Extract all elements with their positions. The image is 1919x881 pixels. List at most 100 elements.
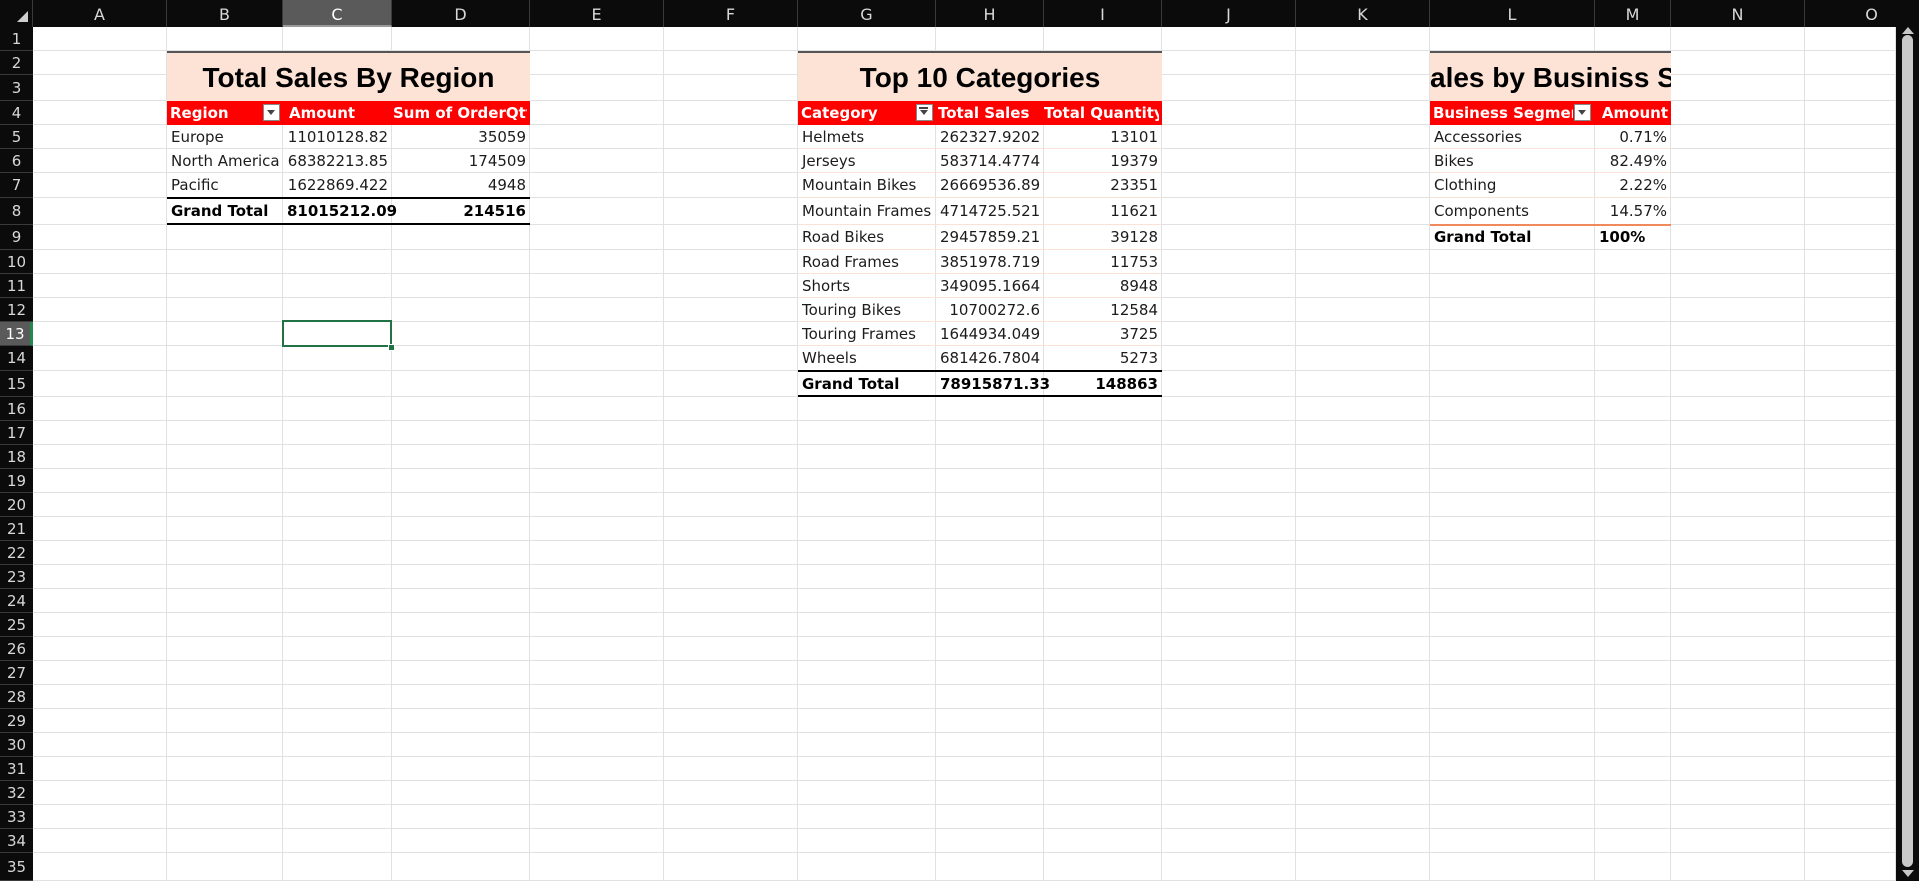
- grid-row-line: [33, 564, 1896, 565]
- column-header-d[interactable]: D: [392, 0, 530, 27]
- row-header-8[interactable]: 8: [0, 198, 33, 225]
- filter-dropdown-icon[interactable]: [263, 104, 280, 121]
- segment-header-label: Business Segment: [1433, 104, 1573, 122]
- row-header-2[interactable]: 2: [0, 51, 33, 75]
- row-header-30[interactable]: 30: [0, 733, 33, 757]
- table-cell-qty: 3725: [1119, 325, 1158, 343]
- table-cell-amount: 1622869.422: [287, 176, 388, 194]
- fill-handle[interactable]: [388, 344, 395, 351]
- table-row-label: Shorts: [802, 277, 851, 295]
- grid-row-line: [33, 444, 1896, 445]
- select-all-corner[interactable]: [0, 0, 33, 27]
- row-header-13[interactable]: 13: [0, 322, 33, 346]
- column-header-c[interactable]: C: [283, 0, 392, 27]
- row-header-34[interactable]: 34: [0, 829, 33, 853]
- column-header-i[interactable]: I: [1044, 0, 1162, 27]
- table-row-label: Bikes: [1434, 152, 1474, 170]
- segment-pivot-header: Business Segment Amount: [1430, 101, 1671, 125]
- row-header-18[interactable]: 18: [0, 445, 33, 469]
- row-header-7[interactable]: 7: [0, 173, 33, 198]
- vertical-scrollbar[interactable]: [1896, 27, 1919, 881]
- scroll-up-arrow-icon[interactable]: [1902, 27, 1914, 34]
- row-header-27[interactable]: 27: [0, 661, 33, 685]
- row-header-28[interactable]: 28: [0, 685, 33, 709]
- table-cell-sales: 29457859.21: [940, 228, 1041, 246]
- table-row-label: Touring Bikes: [802, 301, 902, 319]
- row-header-29[interactable]: 29: [0, 709, 33, 733]
- table-cell-amount: 82.49%: [1609, 152, 1667, 170]
- table-cell-qty: 35059: [478, 128, 526, 146]
- row-header-3[interactable]: 3: [0, 75, 33, 101]
- grid-column-line: [935, 27, 936, 881]
- row-header-25[interactable]: 25: [0, 613, 33, 637]
- total-bottom-border: [798, 395, 1162, 397]
- row-header-5[interactable]: 5: [0, 125, 33, 149]
- row-header-22[interactable]: 22: [0, 541, 33, 565]
- grid-column-line: [1295, 27, 1296, 881]
- column-header-f[interactable]: F: [664, 0, 798, 27]
- column-header-j[interactable]: J: [1162, 0, 1296, 27]
- orderqty-header-label: Sum of OrderQty: [393, 104, 527, 122]
- scrollbar-thumb[interactable]: [1902, 35, 1913, 867]
- row-header-1[interactable]: 1: [0, 27, 33, 51]
- column-header-n[interactable]: N: [1671, 0, 1805, 27]
- grid-column-line: [391, 27, 392, 881]
- row-header-20[interactable]: 20: [0, 493, 33, 517]
- row-header-23[interactable]: 23: [0, 565, 33, 589]
- column-header-e[interactable]: E: [530, 0, 664, 27]
- row-header-21[interactable]: 21: [0, 517, 33, 541]
- active-cell-c13[interactable]: [282, 320, 392, 347]
- column-header-h[interactable]: H: [936, 0, 1044, 27]
- table-cell-amount: 68382213.85: [287, 152, 388, 170]
- filter-dropdown-icon[interactable]: [1574, 104, 1591, 121]
- grand-total-qty: 148863: [1095, 375, 1158, 393]
- grid-column-line: [1161, 27, 1162, 881]
- row-header-16[interactable]: 16: [0, 397, 33, 421]
- row-header-15[interactable]: 15: [0, 371, 33, 397]
- row-header-14[interactable]: 14: [0, 346, 33, 371]
- grid-row-line: [33, 588, 1896, 589]
- column-header-o[interactable]: O: [1805, 0, 1919, 27]
- table-cell-qty: 4948: [487, 176, 526, 194]
- table-row-label: Road Frames: [802, 253, 899, 271]
- grid-row-line: [33, 732, 1896, 733]
- row-header-17[interactable]: 17: [0, 421, 33, 445]
- row-header-10[interactable]: 10: [0, 250, 33, 274]
- row-header-9[interactable]: 9: [0, 225, 33, 250]
- row-header-6[interactable]: 6: [0, 149, 33, 173]
- column-header-g[interactable]: G: [798, 0, 936, 27]
- row-header-11[interactable]: 11: [0, 274, 33, 298]
- column-header-l[interactable]: L: [1430, 0, 1595, 27]
- row-header-19[interactable]: 19: [0, 469, 33, 493]
- row-header-26[interactable]: 26: [0, 637, 33, 661]
- table-cell-qty: 23351: [1110, 176, 1158, 194]
- row-header-4[interactable]: 4: [0, 101, 33, 125]
- scroll-down-arrow-icon[interactable]: [1902, 870, 1914, 877]
- column-header-k[interactable]: K: [1296, 0, 1430, 27]
- grid-row-line: [33, 852, 1896, 853]
- row-header-32[interactable]: 32: [0, 781, 33, 805]
- column-header-m[interactable]: M: [1595, 0, 1671, 27]
- table-row-label: Jerseys: [802, 152, 856, 170]
- table-row-label: Mountain Frames: [802, 202, 932, 220]
- grid-row-line: [33, 708, 1896, 709]
- table-cell-sales: 349095.1664: [940, 277, 1041, 295]
- amount-header-label: Amount: [289, 104, 356, 122]
- row-header-35[interactable]: 35: [0, 853, 33, 881]
- grid-column-line: [1043, 27, 1044, 881]
- filter-applied-icon[interactable]: [916, 104, 933, 121]
- table-row-label: Road Bikes: [802, 228, 885, 246]
- row-header-33[interactable]: 33: [0, 805, 33, 829]
- region-header-label: Region: [170, 104, 229, 122]
- column-header-b[interactable]: B: [167, 0, 283, 27]
- grid-column-line: [797, 27, 798, 881]
- row-header-12[interactable]: 12: [0, 298, 33, 322]
- row-header-24[interactable]: 24: [0, 589, 33, 613]
- total-top-border: [167, 197, 530, 199]
- column-header-a[interactable]: A: [33, 0, 167, 27]
- table-row-label: North America: [171, 152, 280, 170]
- table-cell-amount: 14.57%: [1609, 202, 1667, 220]
- row-separator: [1430, 172, 1671, 173]
- row-header-31[interactable]: 31: [0, 757, 33, 781]
- grid-column-line: [1429, 27, 1430, 881]
